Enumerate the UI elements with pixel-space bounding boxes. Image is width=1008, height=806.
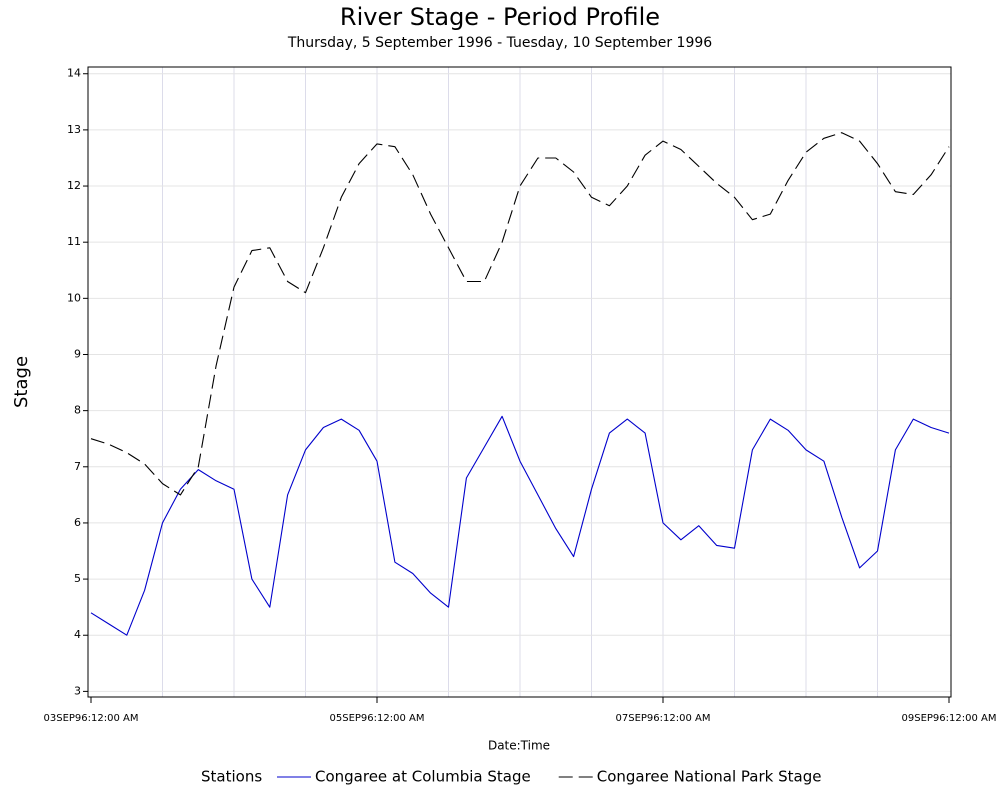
x-tick-label: 03SEP96:12:00 AM [44,713,139,724]
legend-title: Stations [201,768,262,786]
y-tick-label: 3 [74,684,81,697]
y-tick-label: 6 [74,516,81,529]
plot-frame [87,66,952,698]
y-tick-label: 4 [74,628,81,641]
series-line [90,415,950,636]
y-tick-label: 7 [74,460,81,473]
y-tick-label: 10 [67,291,81,304]
y-tick-label: 5 [74,572,81,585]
x-tick-label: 09SEP96:12:00 AM [902,713,997,724]
y-tick-label: 9 [74,347,81,360]
chart-title: River Stage - Period Profile [340,3,660,31]
legend-label: Congaree at Columbia Stage [315,768,531,786]
y-tick-label: 14 [67,67,81,80]
series-line [90,132,950,496]
y-tick-label: 8 [74,404,81,417]
x-tick-label: 07SEP96:12:00 AM [616,713,711,724]
legend-label: Congaree National Park Stage [597,768,822,786]
y-tick-label: 11 [67,235,81,248]
y-tick-label: 13 [67,123,81,136]
chart-subtitle: Thursday, 5 September 1996 - Tuesday, 10… [287,35,712,51]
x-tick-label: 05SEP96:12:00 AM [330,713,425,724]
y-axis-label: Stage [11,356,32,408]
y-tick-label: 12 [67,179,81,192]
x-axis-label: Date:Time [488,739,550,753]
